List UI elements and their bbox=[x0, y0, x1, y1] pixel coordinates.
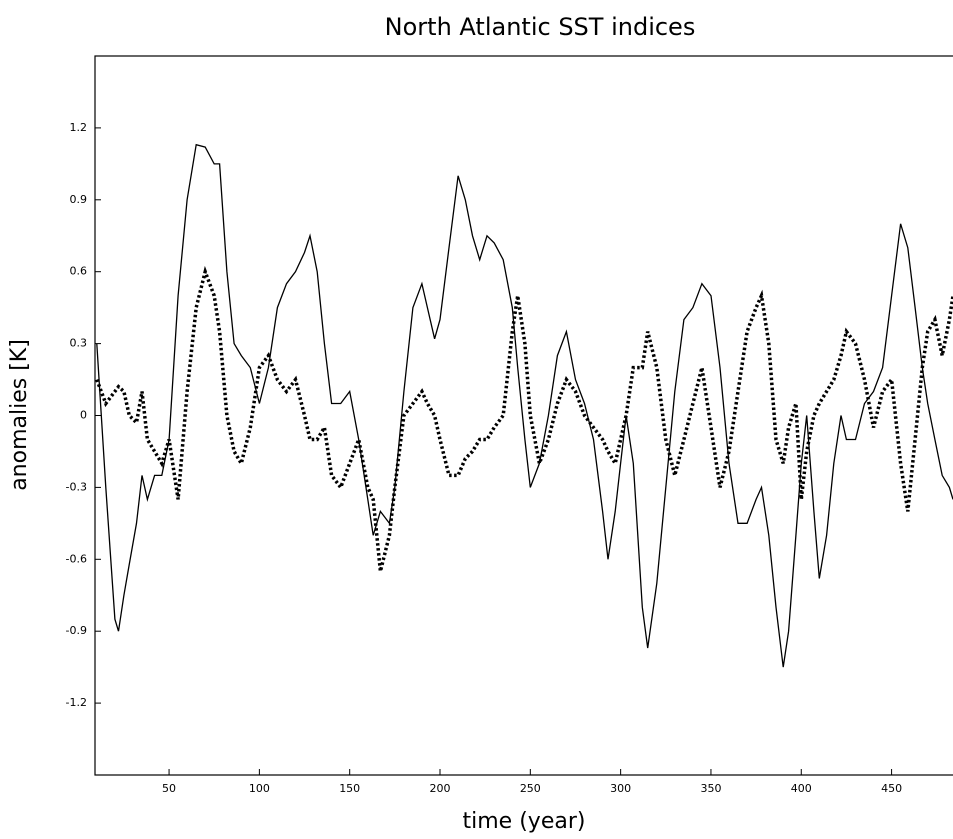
x-tick-label: 200 bbox=[430, 782, 451, 795]
plot-frame bbox=[94, 55, 953, 776]
y-tick-label: -1.2 bbox=[66, 696, 87, 709]
y-tick-label: 0.6 bbox=[70, 265, 88, 278]
y-tick-label: -0.9 bbox=[66, 624, 87, 637]
x-tick-label: 250 bbox=[520, 782, 541, 795]
x-tick-label: 300 bbox=[610, 782, 631, 795]
x-axis-label: time (year) bbox=[463, 809, 586, 834]
x-tick-label: 100 bbox=[249, 782, 270, 795]
chart-title: North Atlantic SST indices bbox=[385, 13, 696, 41]
x-tick-label: 150 bbox=[339, 782, 360, 795]
x-tick-label: 350 bbox=[700, 782, 721, 795]
y-tick-label: 0 bbox=[80, 409, 87, 422]
y-tick-label: -0.6 bbox=[66, 552, 87, 565]
x-tick-label: 50 bbox=[162, 782, 176, 795]
x-tick-label: 400 bbox=[791, 782, 812, 795]
y-tick-label: 1.2 bbox=[70, 121, 88, 134]
y-tick-label: 0.9 bbox=[70, 193, 88, 206]
y-tick-label: 0.3 bbox=[70, 337, 88, 350]
series-line bbox=[95, 265, 953, 572]
y-axis-label: anomalies [K] bbox=[7, 339, 32, 491]
y-tick-label: -0.3 bbox=[66, 480, 87, 493]
series-line bbox=[96, 143, 953, 668]
x-tick-label: 450 bbox=[881, 782, 902, 795]
